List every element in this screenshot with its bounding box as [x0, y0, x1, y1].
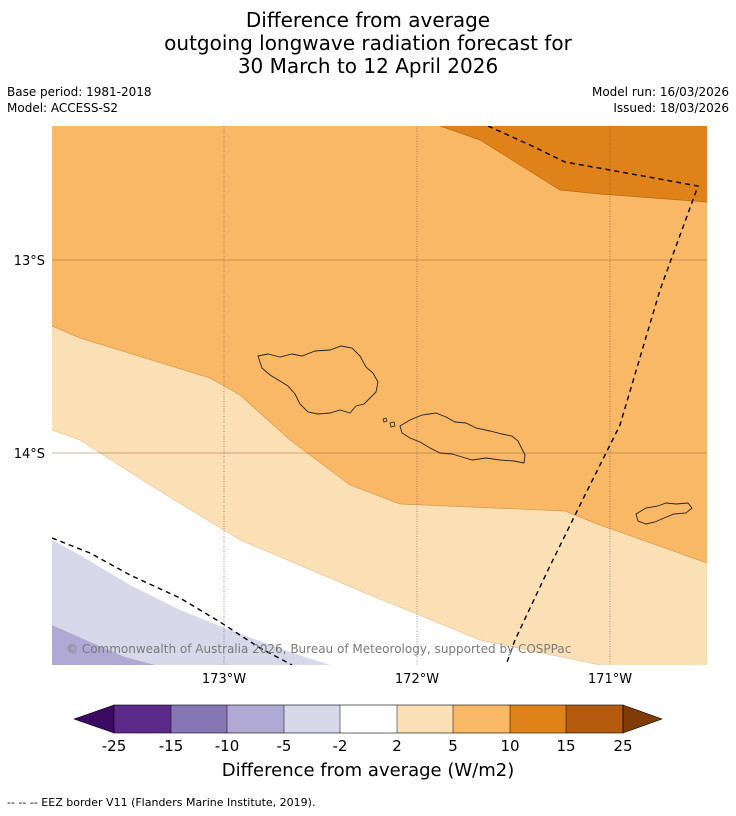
- issued-date: Issued: 18/03/2026: [613, 101, 729, 115]
- island-tutuila: [635, 502, 693, 525]
- contour-5: [52, 325, 707, 564]
- colorbar-bin-4: [284, 705, 340, 733]
- title-line-2: outgoing longwave radiation forecast for: [164, 31, 572, 55]
- colorbar-bin-1: [114, 705, 171, 733]
- model-run: Model run: 16/03/2026: [591, 85, 729, 99]
- colorbar-extend-high: [622, 704, 663, 734]
- colorbar-tick: -25: [102, 737, 127, 755]
- colorbar-tick: 15: [556, 737, 575, 755]
- colorbar: -25 -15 -10 -5 -2 2 5 10 15 25: [73, 704, 663, 755]
- island-apolima: [382, 417, 388, 423]
- title-line-3: 30 March to 12 April 2026: [237, 54, 499, 78]
- island-manono: [389, 421, 396, 428]
- lon-label-171w: 171°W: [588, 672, 632, 687]
- island-upolu: [399, 412, 526, 464]
- colorbar-tick: 10: [500, 737, 519, 755]
- colorbar-tick: 25: [613, 737, 632, 755]
- model-name: Model: ACCESS-S2: [7, 101, 119, 115]
- colorbar-tick: -10: [215, 737, 240, 755]
- colorbar-extend-low: [73, 704, 115, 734]
- map-plot-area: © Commonwealth of Australia 2026, Bureau…: [52, 126, 707, 665]
- colorbar-outline: [113, 704, 624, 734]
- colorbar-tick: -15: [159, 737, 184, 755]
- contour-2: [52, 429, 601, 665]
- region-minus-10-to-minus-5: [52, 625, 155, 665]
- colorbar-label: Difference from average (W/m2): [221, 760, 515, 781]
- lat-label-14s: 14°S: [14, 447, 45, 462]
- colorbar-bin-5: [340, 705, 397, 733]
- colorbar-bin-3: [227, 705, 284, 733]
- copyright-notice: © Commonwealth of Australia 2026, Bureau…: [66, 642, 571, 656]
- colorbar-bin-7: [453, 705, 510, 733]
- colorbar-tick: -5: [277, 737, 292, 755]
- colorbar-bin-9: [566, 705, 623, 733]
- island-savaii: [257, 345, 379, 415]
- region-5-to-10: [52, 126, 707, 563]
- region-minus-5-to-minus-2: [52, 540, 330, 665]
- contour-10: [439, 126, 707, 203]
- colorbar-tick: 5: [448, 737, 458, 755]
- eez-border-east: [487, 126, 699, 665]
- colorbar-tick: 2: [392, 737, 402, 755]
- title-line-1: Difference from average: [245, 8, 491, 32]
- colorbar-bin-6: [397, 705, 453, 733]
- colorbar-bin-2: [171, 705, 227, 733]
- lon-label-173w: 173°W: [202, 672, 246, 687]
- lon-label-172w: 172°W: [395, 672, 439, 687]
- colorbar-bin-8: [510, 705, 566, 733]
- base-period: Base period: 1981-2018: [7, 85, 152, 99]
- colorbar-tick: -2: [333, 737, 348, 755]
- eez-border-west: [52, 537, 293, 665]
- eez-legend-note: -- -- -- EEZ border V11 (Flanders Marine…: [7, 796, 316, 809]
- lat-label-13s: 13°S: [14, 254, 45, 269]
